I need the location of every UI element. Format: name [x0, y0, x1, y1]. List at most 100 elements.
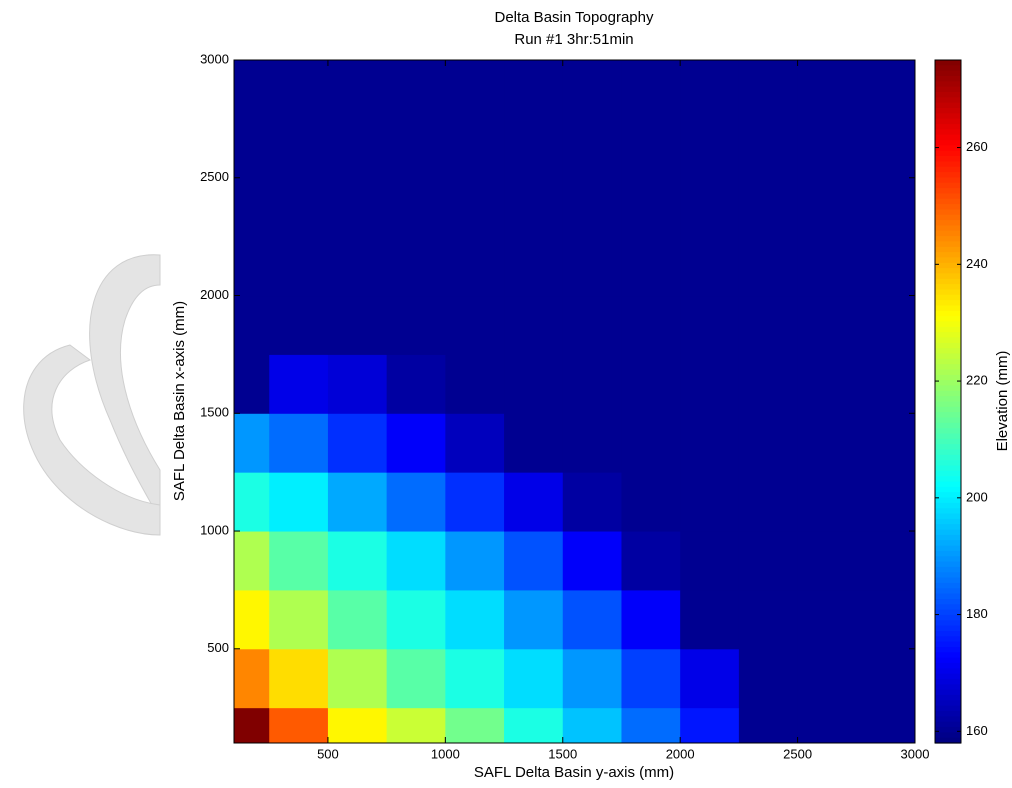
colorbar-slice: [935, 369, 961, 376]
heatmap-cell: [562, 295, 622, 355]
colorbar-slice: [935, 364, 961, 371]
colorbar-slice: [935, 348, 961, 355]
colorbar-slice: [935, 652, 961, 659]
colorbar-slice: [935, 694, 961, 701]
colorbar-slice: [935, 268, 961, 275]
heatmap-cell: [621, 648, 681, 709]
heatmap-cell: [269, 472, 329, 532]
heatmap-cell: [445, 295, 505, 355]
heatmap-cell: [738, 295, 799, 355]
heatmap-cell: [504, 589, 564, 650]
heatmap-cell: [327, 60, 388, 297]
heatmap-cell: [621, 413, 681, 473]
heatmap-cell: [504, 354, 564, 414]
heatmap-cell: [269, 60, 329, 297]
heatmap-cell: [327, 589, 388, 650]
heatmap-cell: [327, 648, 388, 709]
colorbar-slice: [935, 588, 961, 595]
colorbar-slice: [935, 662, 961, 669]
colorbar-slice: [935, 620, 961, 627]
heatmap-cell: [327, 531, 388, 591]
colorbar-slice: [935, 428, 961, 435]
heatmap-cell: [504, 60, 564, 297]
colorbar-slice: [935, 396, 961, 403]
colorbar-slice: [935, 710, 961, 717]
heatmap-cell: [445, 707, 505, 744]
colorbar-slice: [935, 604, 961, 611]
heatmap-cell: [680, 531, 740, 591]
colorbar-slice: [935, 65, 961, 72]
colorbar-slice: [935, 614, 961, 621]
colorbar-slice: [935, 129, 961, 136]
colorbar-slice: [935, 305, 961, 312]
heatmap-cell: [269, 648, 329, 709]
colorbar-slice: [935, 140, 961, 146]
colorbar-slice: [935, 108, 961, 114]
colorbar-slice: [935, 246, 961, 253]
colorbar-slice: [935, 300, 961, 307]
heatmap-cell: [234, 589, 270, 650]
heatmap-cell: [234, 707, 270, 744]
colorbar-slice: [935, 582, 961, 589]
heatmap-cell: [562, 60, 622, 297]
heatmap-cell: [680, 60, 740, 297]
colorbar-slice: [935, 646, 961, 653]
x-axis-label: SAFL Delta Basin y-axis (mm): [474, 764, 674, 781]
heatmap-cell: [562, 413, 622, 473]
colorbar-slice: [935, 332, 961, 339]
colorbar-slice: [935, 401, 961, 408]
colorbar-slice: [935, 273, 961, 280]
heatmap-cell: [797, 531, 916, 591]
x-tick-label: 3000: [901, 746, 930, 761]
heatmap-cell: [562, 707, 622, 744]
heatmap-cell: [738, 413, 799, 473]
colorbar-slice: [935, 497, 961, 504]
colorbar-slice: [935, 204, 961, 211]
heatmap-cell: [504, 648, 564, 709]
colorbar-slice: [935, 406, 961, 413]
heatmap-cell: [797, 413, 916, 473]
heatmap-cell: [504, 472, 564, 532]
colorbar-slice: [935, 657, 961, 664]
colorbar-slice: [935, 433, 961, 440]
colorbar-label: Elevation (mm): [994, 351, 1011, 452]
heatmap-cell: [327, 707, 388, 744]
heatmap-cell: [680, 707, 740, 744]
colorbar-slice: [935, 289, 961, 296]
chart-title: Delta Basin Topography: [495, 9, 654, 26]
y-tick-label: 1500: [200, 405, 229, 420]
heatmap-cell: [621, 472, 681, 532]
heatmap-cell: [269, 589, 329, 650]
x-tick-label: 500: [317, 746, 339, 761]
colorbar-slice: [935, 566, 961, 573]
y-tick-label: 1000: [200, 522, 229, 537]
colorbar-slice: [935, 321, 961, 328]
colorbar-slice: [935, 545, 961, 552]
colorbar-slice: [935, 353, 961, 360]
heatmap-cell: [680, 413, 740, 473]
heatmap-cell: [269, 295, 329, 355]
colorbar-slice: [935, 284, 961, 291]
y-tick-label: 2000: [200, 287, 229, 302]
colorbar-slice: [935, 726, 961, 733]
colorbar-slice: [935, 380, 961, 387]
heatmap-cell: [386, 648, 446, 709]
colorbar-slice: [935, 460, 961, 467]
colorbar-slice: [935, 92, 961, 98]
colorbar-slice: [935, 454, 961, 461]
colorbar-tick-label: 240: [966, 256, 988, 271]
colorbar-slice: [935, 198, 961, 205]
heatmap-cell: [269, 707, 329, 744]
heatmap-cell: [562, 648, 622, 709]
colorbar-slice: [935, 172, 961, 178]
colorbar-slice: [935, 86, 961, 93]
heatmap-cell: [445, 354, 505, 414]
heatmap-cell: [386, 60, 446, 297]
colorbar-slice: [935, 278, 961, 285]
colorbar-slice: [935, 102, 961, 109]
heatmap-cell: [621, 531, 681, 591]
colorbar-slice: [935, 209, 961, 216]
colorbar-slice: [935, 166, 961, 173]
colorbar-slice: [935, 252, 961, 259]
